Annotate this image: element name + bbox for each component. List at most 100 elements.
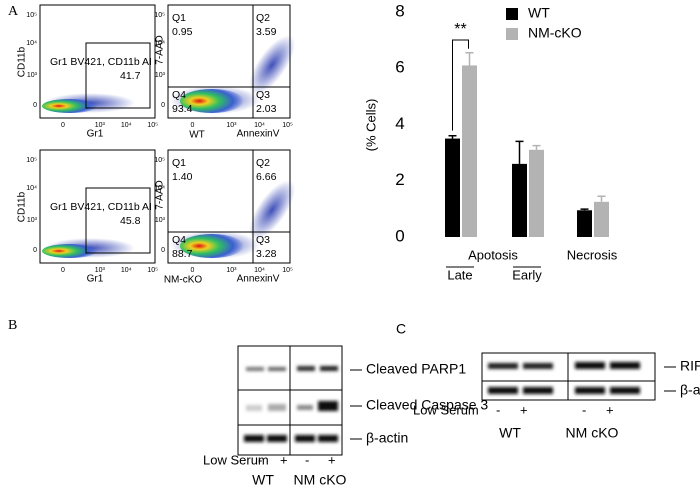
legend-swatch [506, 28, 518, 40]
band [318, 401, 338, 411]
band [318, 435, 338, 442]
panel-label: C [396, 321, 406, 337]
gate [85, 42, 151, 109]
row-label: Cleaved PARP1 [366, 361, 466, 377]
band [297, 366, 315, 371]
band [297, 405, 313, 410]
sign: + [606, 402, 614, 417]
blot-b: Cleaved PARP1 Cleaved Caspase 3 β-actin … [203, 345, 488, 488]
bar [512, 163, 527, 237]
y-tick-label: 8 [395, 1, 404, 20]
density-core [42, 99, 98, 113]
y-axis-label: (% Cells) [363, 99, 378, 152]
quadrant-name: Q4 [172, 234, 186, 246]
y-tick-label: 10³ [155, 72, 166, 79]
band [610, 362, 640, 369]
bar [529, 149, 544, 237]
group-label: NM cKO [566, 425, 619, 441]
quadrant-value: 0.95 [172, 26, 193, 38]
x-tick-label: 0 [190, 122, 194, 129]
density-core [180, 234, 244, 258]
error-bar [465, 52, 474, 66]
gate-name: Gr1 BV421, CD11b AI [50, 56, 152, 68]
x-tick-label: 0 [61, 267, 65, 274]
quadrant-value: 1.40 [172, 171, 193, 183]
bar [445, 138, 460, 237]
condition-label: Low Serum [413, 402, 479, 417]
sign: + [520, 402, 528, 417]
sign: - [582, 402, 586, 417]
quadrant-name: Q1 [172, 157, 186, 169]
axis-label: CD11b [17, 191, 28, 222]
y-tick-label: 0 [161, 247, 165, 254]
significance-bracket [452, 39, 469, 131]
error-bar [448, 135, 457, 139]
x-tick-label: 10⁵ [147, 267, 158, 274]
x-tick-label: 10³ [226, 267, 237, 274]
bar [577, 210, 592, 237]
band [246, 367, 264, 371]
y-tick-label: 10³ [27, 72, 38, 79]
y-tick-label: 2 [395, 170, 404, 189]
quadrant-value: 2.03 [256, 103, 277, 115]
error-bar [580, 208, 589, 211]
error-bar [515, 140, 524, 164]
density-cloud [248, 180, 296, 240]
band [268, 404, 286, 411]
quadrant-name: Q2 [256, 12, 270, 24]
bands [488, 362, 640, 394]
group-label: WT [252, 472, 274, 488]
y-tick-label: 10⁴ [26, 185, 37, 192]
x-tick-label: Necrosis [567, 247, 618, 262]
band [523, 363, 553, 369]
x-tick-label: 0 [61, 122, 65, 129]
x-tick-label: 10³ [95, 122, 106, 129]
row-label: β-actin [366, 430, 408, 446]
condition-label: Low Serum [203, 452, 269, 467]
sign: - [305, 452, 309, 467]
legend-label: NM-cKO [528, 25, 582, 41]
quadrant-name: Q3 [256, 234, 270, 246]
y-tick-label: 10⁴ [154, 185, 165, 192]
sample-label: NM-cKO [164, 275, 203, 286]
quadrant-name: Q3 [256, 89, 270, 101]
band [320, 366, 338, 371]
error-bar [532, 144, 541, 150]
quadrant-name: Q1 [172, 12, 186, 24]
row-label: β-actin [680, 382, 700, 398]
sign: + [328, 452, 336, 467]
y-tick-label: 10⁴ [26, 40, 37, 47]
gate-value: 41.7 [120, 70, 141, 82]
x-tick-label: 10⁵ [147, 122, 158, 129]
quadrant-value: 93.4 [172, 103, 193, 115]
x-tick-label: 10⁴ [254, 122, 265, 129]
quadrant-name: Q4 [172, 89, 186, 101]
sample-label: WT [189, 130, 205, 141]
quadrant-value: 6.66 [256, 171, 277, 183]
x-tick-label: 0 [190, 267, 194, 274]
axis-label: 7-AAD [155, 35, 166, 64]
quadrant-value: 3.59 [256, 26, 277, 38]
blot-c: RIP3 β-actin Low Serum - + - + WT NM cKO [413, 352, 700, 441]
legend-swatch [506, 8, 518, 20]
x-tick-label: 10⁴ [121, 122, 132, 129]
quadrant-value: 88.7 [172, 248, 193, 260]
band [575, 387, 605, 394]
band [246, 405, 262, 411]
y-tick-label: 4 [395, 114, 404, 133]
y-tick-label: 0 [161, 102, 165, 109]
x-tick-label: 10⁵ [282, 267, 293, 274]
axis-label: AnnexinV [237, 274, 280, 285]
band [268, 367, 286, 371]
y-tick-label: 10³ [155, 217, 166, 224]
group-label: NM cKO [294, 472, 347, 488]
x-tick-label: 10⁴ [254, 267, 265, 274]
row-label: Cleaved Caspase 3 [366, 397, 488, 413]
density-core [180, 89, 244, 113]
y-tick-label: 6 [395, 58, 404, 77]
band [267, 435, 287, 442]
bands [244, 366, 338, 442]
gate-name: Gr1 BV421, CD11b AI [50, 201, 152, 213]
bar [594, 201, 609, 237]
quadrant-value: 3.28 [256, 248, 277, 260]
